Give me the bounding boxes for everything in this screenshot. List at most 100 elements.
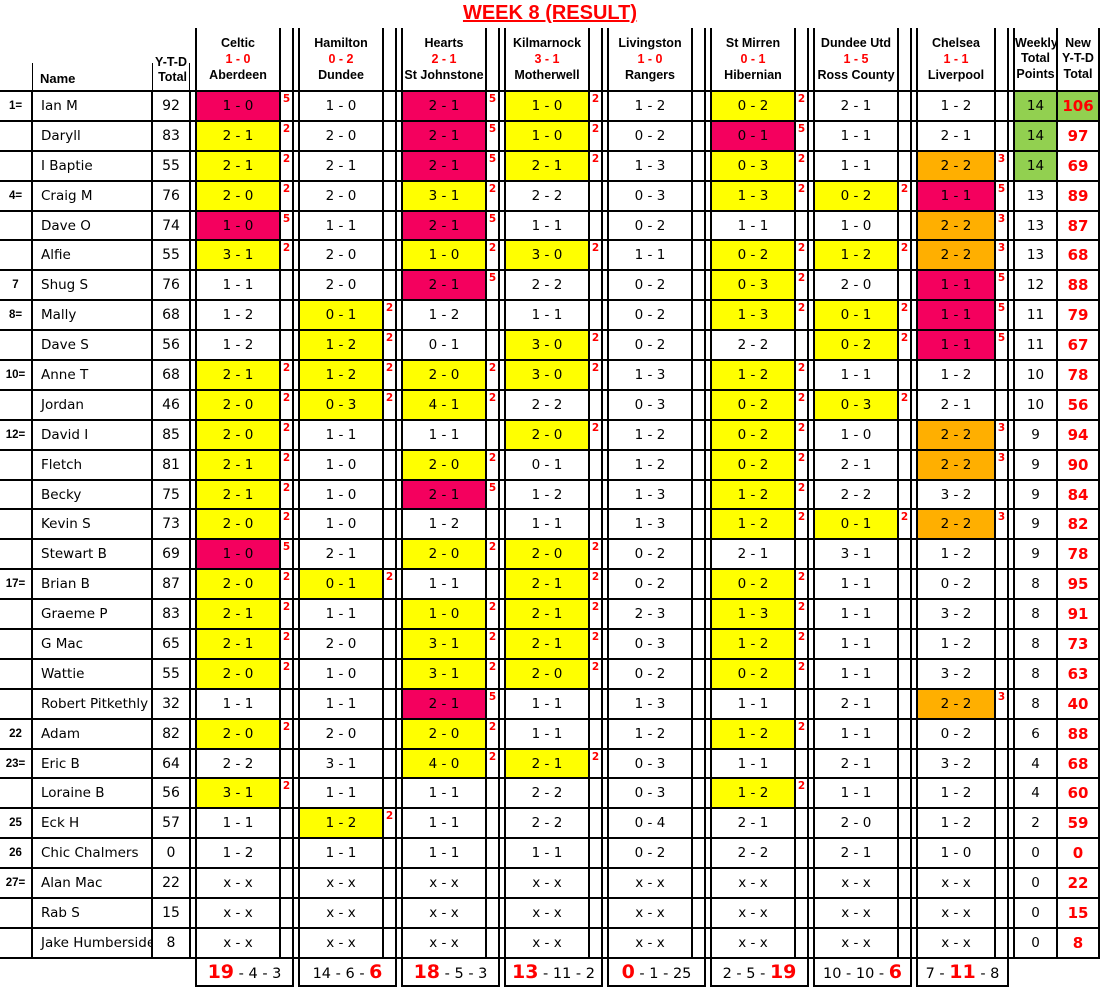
match-totals-cell[interactable]: 10 - 10 - 6 — [813, 957, 912, 987]
new-ytd-total-cell[interactable]: 69 — [1057, 149, 1100, 181]
prediction-cell[interactable]: x - x — [298, 897, 384, 928]
prediction-cell[interactable]: 1 - 0 — [401, 239, 487, 271]
ytd-total-cell[interactable]: 0 — [152, 837, 191, 869]
prediction-cell[interactable]: 1 - 1 — [298, 418, 384, 450]
prediction-cell[interactable]: 1 - 3 — [607, 359, 693, 390]
prediction-cell[interactable]: x - x — [195, 926, 281, 959]
points-awarded-cell[interactable] — [692, 926, 706, 959]
points-awarded-cell[interactable] — [995, 478, 1009, 510]
player-name-cell[interactable]: I Baptie — [31, 149, 153, 181]
points-awarded-cell[interactable] — [898, 777, 912, 809]
prediction-cell[interactable]: 2 - 0 — [504, 538, 590, 570]
prediction-cell[interactable]: x - x — [710, 897, 796, 928]
prediction-cell[interactable]: x - x — [401, 867, 487, 899]
points-awarded-cell[interactable]: 2 — [486, 598, 500, 630]
points-awarded-cell[interactable] — [486, 926, 500, 959]
points-awarded-cell[interactable]: 5 — [486, 209, 500, 241]
prediction-cell[interactable]: 0 - 2 — [813, 329, 899, 361]
ytd-total-cell[interactable]: 32 — [152, 687, 191, 719]
match-totals-cell[interactable]: 18 - 5 - 3 — [401, 957, 500, 987]
prediction-cell[interactable]: 0 - 2 — [916, 568, 996, 600]
prediction-cell[interactable]: 2 - 1 — [401, 90, 487, 121]
match-header[interactable]: St Mirren 0 - 1 Hibernian — [710, 28, 796, 91]
prediction-cell[interactable]: x - x — [607, 867, 693, 899]
points-awarded-cell[interactable] — [995, 897, 1009, 928]
points-awarded-cell[interactable] — [486, 299, 500, 331]
weekly-points-cell[interactable]: 14 — [1013, 90, 1058, 121]
points-awarded-cell[interactable]: 3 — [995, 418, 1009, 450]
player-name-cell[interactable]: Eck H — [31, 807, 153, 839]
points-awarded-cell[interactable] — [486, 807, 500, 839]
points-awarded-cell[interactable] — [589, 717, 603, 749]
ytd-total-cell[interactable]: 15 — [152, 897, 191, 928]
prediction-cell[interactable]: 2 - 0 — [195, 717, 281, 749]
ytd-total-cell[interactable]: 56 — [152, 329, 191, 361]
points-awarded-cell[interactable] — [589, 269, 603, 301]
prediction-cell[interactable]: 2 - 1 — [710, 807, 796, 839]
rank-cell[interactable] — [0, 538, 32, 570]
prediction-cell[interactable]: 2 - 2 — [916, 448, 996, 480]
ytd-total-cell[interactable]: 55 — [152, 657, 191, 689]
points-awarded-cell[interactable] — [898, 119, 912, 151]
points-awarded-cell[interactable] — [589, 179, 603, 211]
weekly-points-cell[interactable]: 8 — [1013, 598, 1058, 630]
prediction-cell[interactable]: 3 - 1 — [401, 628, 487, 659]
new-ytd-total-cell[interactable]: 95 — [1057, 568, 1100, 600]
points-awarded-cell[interactable]: 5 — [280, 90, 294, 121]
new-ytd-total-cell[interactable]: 67 — [1057, 329, 1100, 361]
prediction-cell[interactable]: 2 - 1 — [195, 598, 281, 630]
prediction-cell[interactable]: 3 - 1 — [195, 777, 281, 809]
points-awarded-cell[interactable] — [692, 897, 706, 928]
points-awarded-cell[interactable]: 2 — [795, 508, 809, 540]
points-awarded-cell[interactable] — [692, 717, 706, 749]
points-awarded-cell[interactable] — [795, 807, 809, 839]
points-awarded-cell[interactable] — [692, 149, 706, 181]
points-awarded-cell[interactable] — [692, 299, 706, 331]
prediction-cell[interactable]: 2 - 1 — [195, 448, 281, 480]
points-awarded-cell[interactable] — [692, 837, 706, 869]
points-awarded-cell[interactable] — [692, 119, 706, 151]
ytd-total-cell[interactable]: 76 — [152, 269, 191, 301]
prediction-cell[interactable]: x - x — [504, 867, 590, 899]
ytd-total-cell[interactable]: 69 — [152, 538, 191, 570]
prediction-cell[interactable]: x - x — [298, 867, 384, 899]
prediction-cell[interactable]: 1 - 2 — [504, 478, 590, 510]
prediction-cell[interactable]: 4 - 0 — [401, 747, 487, 779]
prediction-cell[interactable]: 0 - 2 — [710, 388, 796, 420]
prediction-cell[interactable]: 3 - 2 — [916, 747, 996, 779]
player-name-cell[interactable]: David I — [31, 418, 153, 450]
prediction-cell[interactable]: 3 - 0 — [504, 329, 590, 361]
points-awarded-cell[interactable] — [692, 568, 706, 600]
rank-cell[interactable] — [0, 508, 32, 540]
points-awarded-cell[interactable] — [995, 119, 1009, 151]
points-awarded-cell[interactable] — [383, 269, 397, 301]
prediction-cell[interactable]: 2 - 2 — [710, 329, 796, 361]
prediction-cell[interactable]: 1 - 2 — [710, 359, 796, 390]
points-awarded-cell[interactable] — [383, 687, 397, 719]
points-awarded-cell[interactable] — [383, 508, 397, 540]
prediction-cell[interactable]: 1 - 2 — [710, 508, 796, 540]
weekly-points-cell[interactable]: 10 — [1013, 388, 1058, 420]
points-awarded-cell[interactable]: 2 — [795, 388, 809, 420]
prediction-cell[interactable]: 2 - 2 — [916, 239, 996, 271]
weekly-points-cell[interactable]: 14 — [1013, 119, 1058, 151]
prediction-cell[interactable]: 2 - 1 — [401, 687, 487, 719]
prediction-cell[interactable]: 2 - 1 — [504, 568, 590, 600]
points-awarded-cell[interactable] — [692, 478, 706, 510]
match-totals-cell[interactable]: 19 - 4 - 3 — [195, 957, 294, 987]
weekly-points-cell[interactable]: 9 — [1013, 418, 1058, 450]
prediction-cell[interactable]: 2 - 0 — [298, 269, 384, 301]
ytd-total-header[interactable]: Y-T-D Total — [152, 28, 190, 91]
points-awarded-cell[interactable] — [383, 747, 397, 779]
points-awarded-cell[interactable] — [383, 837, 397, 869]
rank-cell[interactable] — [0, 329, 32, 361]
points-awarded-cell[interactable] — [898, 926, 912, 959]
prediction-cell[interactable]: 0 - 2 — [607, 538, 693, 570]
points-awarded-cell[interactable]: 2 — [280, 598, 294, 630]
player-name-cell[interactable]: Graeme P — [31, 598, 153, 630]
points-awarded-cell[interactable] — [383, 209, 397, 241]
prediction-cell[interactable]: 2 - 1 — [401, 149, 487, 181]
prediction-cell[interactable]: 0 - 1 — [813, 508, 899, 540]
prediction-cell[interactable]: 1 - 2 — [298, 807, 384, 839]
prediction-cell[interactable]: 0 - 4 — [607, 807, 693, 839]
